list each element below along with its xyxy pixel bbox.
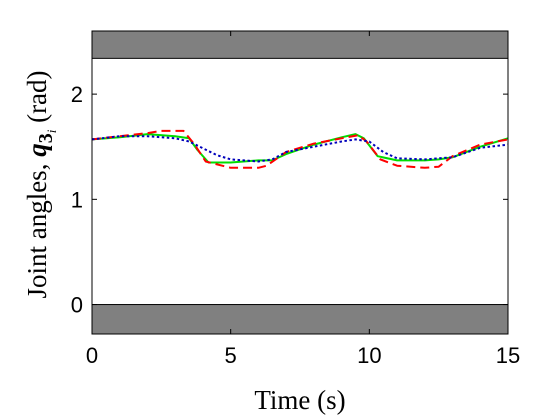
x-tick-label: 0 [86,343,98,368]
tick-layer: 0 5 10 15 0 1 2 [71,31,520,368]
y-axis-title: Joint angles, q3i (rad) [22,70,59,298]
bounds-layer [91,30,509,335]
x-axis-title: Time (s) [254,385,345,415]
x-tick-label: 15 [496,343,520,368]
x-tick-label: 10 [357,343,381,368]
x-tick-label: 5 [225,343,237,368]
series-line-0 [91,133,509,164]
y-axis-title-subscript: 3 [35,133,57,143]
y-tick-label: 0 [71,293,83,318]
y-tick-label: 1 [71,187,83,212]
y-axis-title-text: Joint angles, [22,157,52,299]
series-layer [91,129,509,169]
y-tick-label: 2 [71,82,83,107]
series-line-2 [91,135,509,163]
joint-limit-band-0 [91,30,509,59]
y-axis-title-symbol: q [22,143,52,157]
joint-limit-band-1 [91,304,509,335]
y-axis-title-subsubscript: i [44,129,59,133]
plot-frame [91,30,509,335]
y-axis-title-unit: (rad) [22,70,52,129]
